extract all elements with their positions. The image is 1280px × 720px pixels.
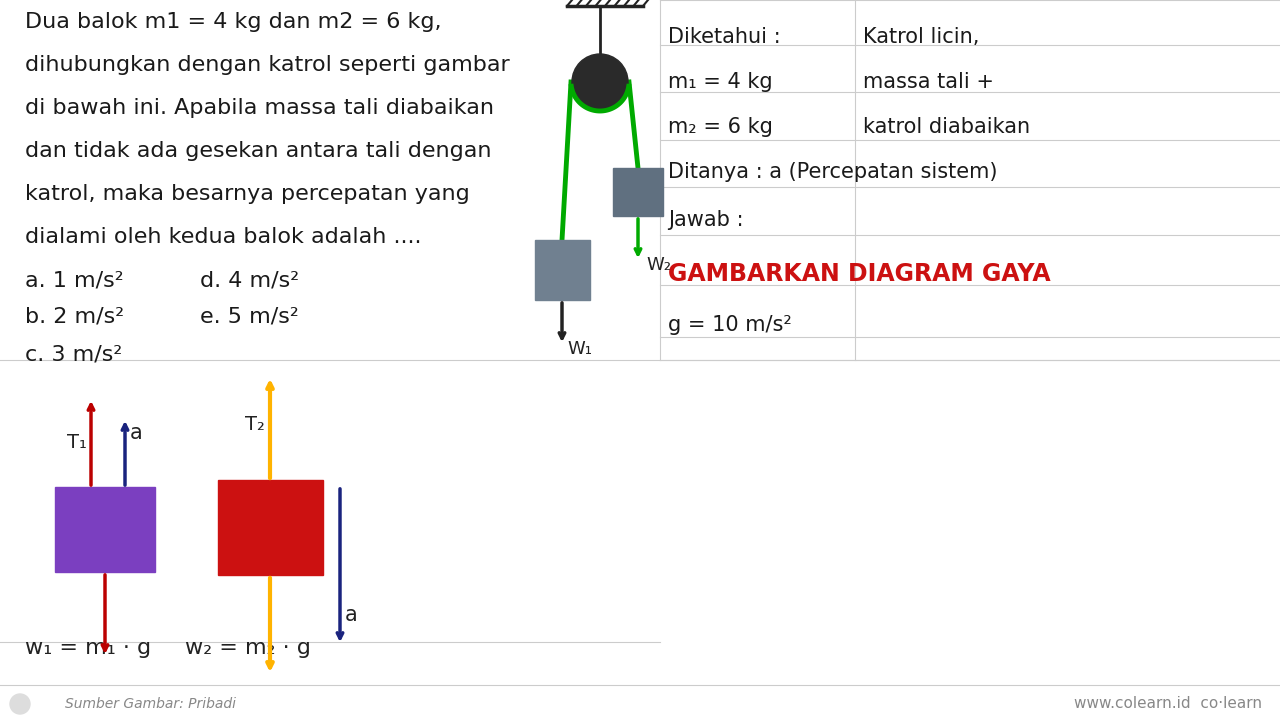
Text: Diketahui :: Diketahui : xyxy=(668,27,781,47)
Text: katrol, maka besarnya percepatan yang: katrol, maka besarnya percepatan yang xyxy=(26,184,470,204)
Text: T₁: T₁ xyxy=(67,433,87,452)
Text: m₂: m₂ xyxy=(248,512,288,538)
Text: d. 4 m/s²: d. 4 m/s² xyxy=(200,270,300,290)
Text: Sumber Gambar: Pribadi: Sumber Gambar: Pribadi xyxy=(65,697,236,711)
Text: e. 5 m/s²: e. 5 m/s² xyxy=(200,307,298,327)
Text: T₂: T₂ xyxy=(246,415,265,433)
Text: www.colearn.id  co·learn: www.colearn.id co·learn xyxy=(1074,696,1262,711)
Text: GAMBARKAN DIAGRAM GAYA: GAMBARKAN DIAGRAM GAYA xyxy=(668,262,1051,286)
Circle shape xyxy=(10,694,29,714)
Text: m₂ = 6 kg: m₂ = 6 kg xyxy=(668,117,773,137)
Text: a. 1 m/s²: a. 1 m/s² xyxy=(26,270,124,290)
Circle shape xyxy=(572,54,628,110)
Text: di bawah ini. Apabila massa tali diabaikan: di bawah ini. Apabila massa tali diabaik… xyxy=(26,98,494,118)
Text: Ditanya : a (Percepatan sistem): Ditanya : a (Percepatan sistem) xyxy=(668,162,997,182)
Text: w₁ = m₁ · g: w₁ = m₁ · g xyxy=(26,638,151,658)
Text: dihubungkan dengan katrol seperti gambar: dihubungkan dengan katrol seperti gambar xyxy=(26,55,509,75)
Bar xyxy=(535,240,590,300)
Bar xyxy=(55,487,155,572)
Bar xyxy=(218,480,323,575)
Bar xyxy=(613,168,663,216)
Text: m₁ = 4 kg: m₁ = 4 kg xyxy=(668,72,773,92)
Text: Dua balok m1 = 4 kg dan m2 = 6 kg,: Dua balok m1 = 4 kg dan m2 = 6 kg, xyxy=(26,12,442,32)
Text: W₁: W₁ xyxy=(567,340,591,358)
Text: Katrol licin,: Katrol licin, xyxy=(863,27,979,47)
Text: c. 3 m/s²: c. 3 m/s² xyxy=(26,344,123,364)
Text: massa tali +: massa tali + xyxy=(863,72,995,92)
Text: dan tidak ada gesekan antara tali dengan: dan tidak ada gesekan antara tali dengan xyxy=(26,141,492,161)
Text: W₂: W₂ xyxy=(646,256,671,274)
Text: w₂ = m₂ · g: w₂ = m₂ · g xyxy=(186,638,311,658)
Text: g = 10 m/s²: g = 10 m/s² xyxy=(668,315,792,335)
Text: b. 2 m/s²: b. 2 m/s² xyxy=(26,307,124,327)
Text: Jawab :: Jawab : xyxy=(668,210,744,230)
Text: katrol diabaikan: katrol diabaikan xyxy=(863,117,1030,137)
Text: a: a xyxy=(131,423,143,443)
Text: m₁: m₁ xyxy=(82,514,122,540)
Text: a: a xyxy=(346,605,357,625)
Text: dialami oleh kedua balok adalah ....: dialami oleh kedua balok adalah .... xyxy=(26,227,421,247)
